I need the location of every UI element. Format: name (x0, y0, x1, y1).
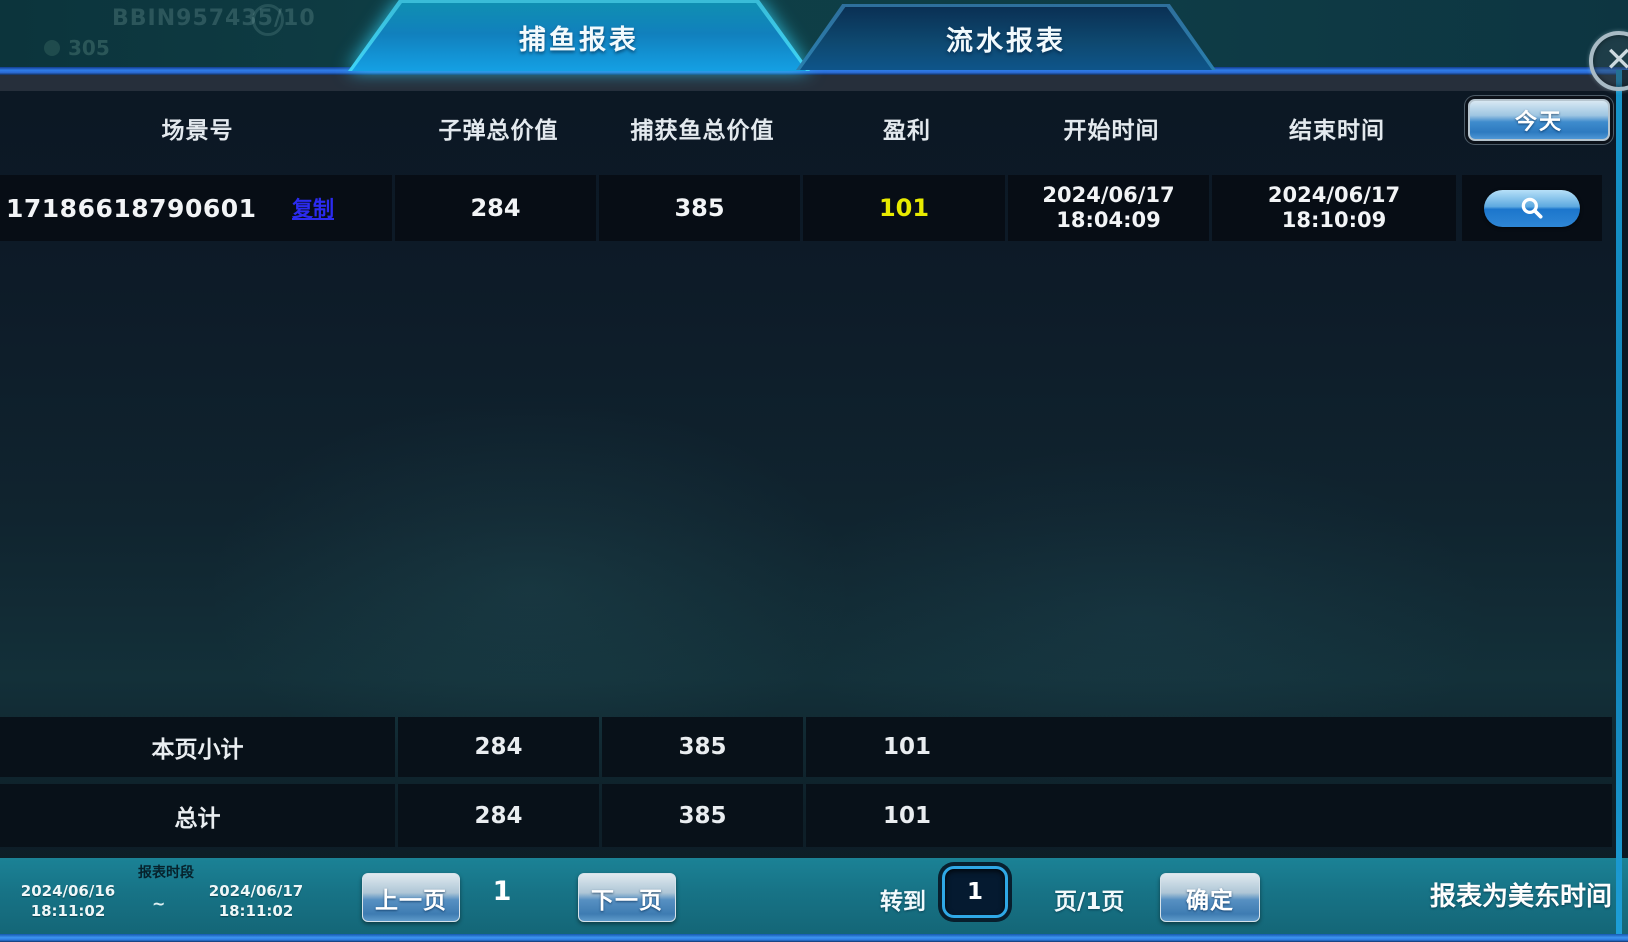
subtotal-row: 本页小计 284 385 101 (0, 717, 1612, 777)
end-date: 2024/06/17 (1267, 182, 1401, 207)
faint-account-id: BBIN957435/10 (112, 6, 316, 31)
end-time: 18:10:09 (1281, 208, 1387, 232)
page-total-label: 页/1页 (1054, 889, 1125, 915)
panel-top-border (0, 67, 1628, 75)
detail-cell (1462, 175, 1602, 241)
range-start-date: 2024/06/16 (20, 882, 116, 900)
total-fish-total: 385 (602, 784, 803, 847)
range-separator: ~ (152, 894, 166, 913)
faint-coin-count: 305 (68, 36, 110, 60)
panel-right-border (1616, 70, 1622, 942)
header-bullet-total: 子弹总价值 (438, 118, 559, 144)
scene-cell: 17186618790601 复制 (0, 175, 392, 241)
profit-cell: 101 (803, 175, 1005, 241)
tab-label: 捕鱼报表 (519, 24, 639, 56)
start-time: 18:04:09 (1056, 208, 1161, 232)
copy-link[interactable]: 复制 (292, 197, 334, 221)
tab-fishing-report[interactable]: 捕鱼报表 (348, 0, 810, 71)
tab-flow-report[interactable]: 流水报表 (796, 4, 1216, 70)
header-scene: 场景号 (161, 118, 234, 144)
pagination-bar: 报表时段 2024/06/16 18:11:02 ~ 2024/06/17 18… (0, 858, 1628, 934)
end-time-cell: 2024/06/17 18:10:09 (1212, 175, 1456, 241)
goto-label: 转到 (880, 889, 926, 915)
subtotal-profit: 101 (882, 734, 931, 760)
next-page-button[interactable]: 下一页 (578, 873, 676, 922)
header-profit: 盈利 (883, 118, 931, 144)
tab-fill: 流水报表 (800, 7, 1212, 70)
panel-right-edge (1622, 70, 1628, 858)
subtotal-fish-total: 385 (602, 717, 803, 777)
header-fish-total: 捕获鱼总价值 (630, 118, 775, 144)
range-end-time: 18:11:02 (218, 901, 294, 920)
total-profit-cell: 101 (806, 784, 1612, 847)
total-label: 总计 (0, 784, 395, 847)
prev-page-button[interactable]: 上一页 (362, 873, 460, 922)
today-button[interactable]: 今天 (1468, 99, 1610, 141)
close-icon: ✕ (1604, 40, 1628, 80)
panel-bottom-border (0, 934, 1628, 942)
range-end-date: 2024/06/17 (208, 882, 304, 900)
timezone-note: 报表为美东时间 (1429, 882, 1612, 912)
total-bullet-total: 284 (398, 784, 599, 847)
header-start-time: 开始时间 (1063, 118, 1160, 144)
tab-fill: 捕鱼报表 (352, 3, 806, 71)
range-start: 2024/06/16 18:11:02 (8, 882, 128, 921)
scene-id: 17186618790601 (6, 193, 257, 223)
current-page-number: 1 (492, 876, 512, 907)
subtotal-label: 本页小计 (0, 717, 395, 777)
subtotal-profit-cell: 101 (806, 717, 1612, 777)
goto-page-input[interactable] (942, 866, 1008, 918)
coin-icon (44, 40, 60, 56)
subtotal-bullet-total: 284 (398, 717, 599, 777)
total-profit: 101 (882, 802, 931, 829)
search-button[interactable] (1484, 189, 1580, 227)
panel-top-shadow (0, 75, 1628, 91)
bullet-total-cell: 284 (395, 175, 596, 241)
confirm-button[interactable]: 确定 (1160, 873, 1260, 922)
range-end: 2024/06/17 18:11:02 (196, 882, 316, 921)
range-start-time: 18:11:02 (30, 901, 106, 920)
search-icon (1521, 197, 1543, 219)
total-row: 总计 284 385 101 (0, 784, 1612, 847)
clock-icon (252, 4, 284, 36)
header-end-time: 结束时间 (1289, 118, 1385, 144)
start-date: 2024/06/17 (1042, 182, 1175, 207)
report-period-label: 报表时段 (138, 865, 194, 881)
tab-label: 流水报表 (946, 26, 1066, 57)
table-row: 17186618790601 复制 284 385 101 2024/06/17… (0, 175, 1612, 241)
start-time-cell: 2024/06/17 18:04:09 (1008, 175, 1209, 241)
fish-total-cell: 385 (599, 175, 800, 241)
